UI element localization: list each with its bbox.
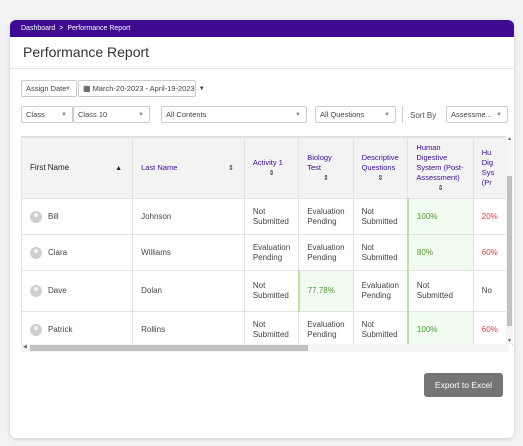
avatar-icon xyxy=(30,246,42,259)
table-row: Ciara Williams Evaluation Pending Evalua… xyxy=(21,234,513,271)
cell-activity: Not Submitted xyxy=(243,270,300,312)
cell-activity: Not Submitted xyxy=(243,311,300,346)
class-type-select[interactable]: Class ▼ xyxy=(21,106,73,123)
class-value: Class 10 xyxy=(78,110,108,119)
assign-date-label: Assign Date xyxy=(26,84,67,93)
header-last-name[interactable]: Last Name ⇕ xyxy=(132,137,245,199)
cell-biology: 77.78% xyxy=(297,270,354,312)
cell-human: 100% xyxy=(406,198,474,235)
table-row: Bill Johnson Not Submitted Evaluation Pe… xyxy=(21,198,513,235)
title-divider xyxy=(10,68,514,69)
cell-descriptive: Not Submitted xyxy=(352,234,409,271)
sort-by-select[interactable]: Assessme... ▼ xyxy=(446,106,508,123)
header-last-name-label: Last Name xyxy=(141,163,178,172)
scroll-up-icon[interactable]: ▲ xyxy=(507,136,512,142)
cell-activity: Not Submitted xyxy=(243,198,300,235)
cell-descriptive: Not Submitted xyxy=(352,198,409,235)
cell-first-name: Ciara xyxy=(21,234,134,271)
header-human-digestive[interactable]: Human Digestive System (Post-Assessment)… xyxy=(407,137,474,199)
cell-descriptive: Evaluation Pending xyxy=(352,270,409,312)
avatar-icon xyxy=(30,210,42,223)
caret-down-icon: ▼ xyxy=(496,111,502,118)
header-descriptive[interactable]: Descriptive Questions ⇕ xyxy=(352,137,409,199)
contents-value: All Contents xyxy=(166,110,207,119)
first-name: Patrick xyxy=(48,324,73,334)
sort-icon[interactable]: ⇕ xyxy=(437,184,444,192)
header-descriptive-label: Descriptive Questions xyxy=(361,152,399,172)
cell-activity: Evaluation Pending xyxy=(243,234,300,271)
table-row: Dave Dolan Not Submitted 77.78% Evaluati… xyxy=(21,270,513,312)
questions-select[interactable]: All Questions ▼ xyxy=(315,106,396,123)
questions-value: All Questions xyxy=(320,110,365,119)
cell-last-name: Rollins xyxy=(132,311,245,346)
filter-separator xyxy=(402,106,403,123)
cell-last-name: Williams xyxy=(132,234,245,271)
export-to-excel-button[interactable]: Export to Excel xyxy=(424,373,503,397)
avatar-icon xyxy=(30,285,42,297)
breadcrumb-current: Performance Report xyxy=(67,25,131,32)
date-range-picker[interactable]: ▦ March-20-2023 - April-19-2023 ▼ xyxy=(78,80,205,97)
cell-first-name: Dave xyxy=(21,270,134,312)
vertical-scroll-thumb[interactable] xyxy=(507,176,512,326)
breadcrumb-dashboard[interactable]: Dashboard xyxy=(21,25,56,32)
report-table: First Name ▲ Last Name ⇕ Activity 1 ⇕ Biolo… xyxy=(21,137,513,346)
caret-down-icon: ▼ xyxy=(198,85,205,92)
sort-icon[interactable]: ▲ xyxy=(115,165,123,172)
header-first-name-label: First Name xyxy=(30,163,70,172)
cell-biology: Evaluation Pending xyxy=(298,311,354,346)
cell-human: Not Submitted xyxy=(406,270,474,312)
caret-down-icon: ▼ xyxy=(61,111,67,118)
caret-down-icon: ▼ xyxy=(65,85,71,92)
horizontal-scrollbar[interactable]: ◀ xyxy=(21,344,509,352)
date-range-value: March-20-2023 - April-19-2023 xyxy=(92,84,195,93)
class-select[interactable]: Class 10 ▼ xyxy=(73,106,150,123)
first-name: Dave xyxy=(48,286,67,296)
sort-icon[interactable]: ⇕ xyxy=(268,169,275,177)
avatar-icon xyxy=(30,323,42,336)
header-activity[interactable]: Activity 1 ⇕ xyxy=(243,137,300,199)
scroll-left-icon[interactable]: ◀ xyxy=(23,344,27,350)
sort-by-label: Sort By xyxy=(410,111,437,120)
cell-first-name: Patrick xyxy=(21,311,134,346)
first-name: Ciara xyxy=(48,247,68,257)
calendar-icon: ▦ xyxy=(83,84,91,93)
header-next-label: Hu Dig Sys (Pr xyxy=(481,148,495,187)
contents-select[interactable]: All Contents ▼ xyxy=(161,106,307,123)
horizontal-scroll-thumb[interactable] xyxy=(30,345,308,351)
header-biology-label: Biology Test xyxy=(307,152,332,172)
assign-date-select[interactable]: Assign Date ▼ xyxy=(21,80,77,97)
sort-icon[interactable]: ⇕ xyxy=(377,174,384,182)
caret-down-icon: ▼ xyxy=(295,111,301,118)
cell-biology: Evaluation Pending xyxy=(298,198,354,235)
header-biology[interactable]: Biology Test ⇕ xyxy=(298,137,354,199)
cell-descriptive: Not Submitted xyxy=(352,311,409,346)
caret-down-icon: ▼ xyxy=(138,111,144,118)
sort-icon[interactable]: ⇕ xyxy=(227,165,234,172)
cell-human: 80% xyxy=(406,234,474,271)
sort-by-value: Assessme... xyxy=(451,110,492,119)
header-first-name[interactable]: First Name ▲ xyxy=(21,137,134,199)
breadcrumb-separator: > xyxy=(59,25,64,32)
report-table-container[interactable]: First Name ▲ Last Name ⇕ Activity 1 ⇕ Biolo… xyxy=(21,136,513,346)
class-type-label: Class xyxy=(26,110,45,119)
caret-down-icon: ▼ xyxy=(384,111,390,118)
cell-last-name: Johnson xyxy=(132,198,245,235)
header-activity-label: Activity 1 xyxy=(252,157,283,167)
cell-last-name: Dolan xyxy=(132,270,245,312)
cell-biology: Evaluation Pending xyxy=(298,234,354,271)
breadcrumb: Dashboard > Performance Report xyxy=(10,20,514,37)
vertical-scrollbar[interactable]: ▲ ▼ xyxy=(506,136,513,344)
cell-human: 100% xyxy=(406,311,474,346)
first-name: Bill xyxy=(48,211,59,221)
cell-first-name: Bill xyxy=(21,198,134,235)
table-row: Patrick Rollins Not Submitted Evaluation… xyxy=(21,311,513,346)
header-human-label: Human Digestive System (Post-Assessment) xyxy=(416,142,464,182)
scroll-down-icon[interactable]: ▼ xyxy=(507,338,512,344)
page-title: Performance Report xyxy=(23,44,150,60)
sort-icon[interactable]: ⇕ xyxy=(322,174,329,182)
